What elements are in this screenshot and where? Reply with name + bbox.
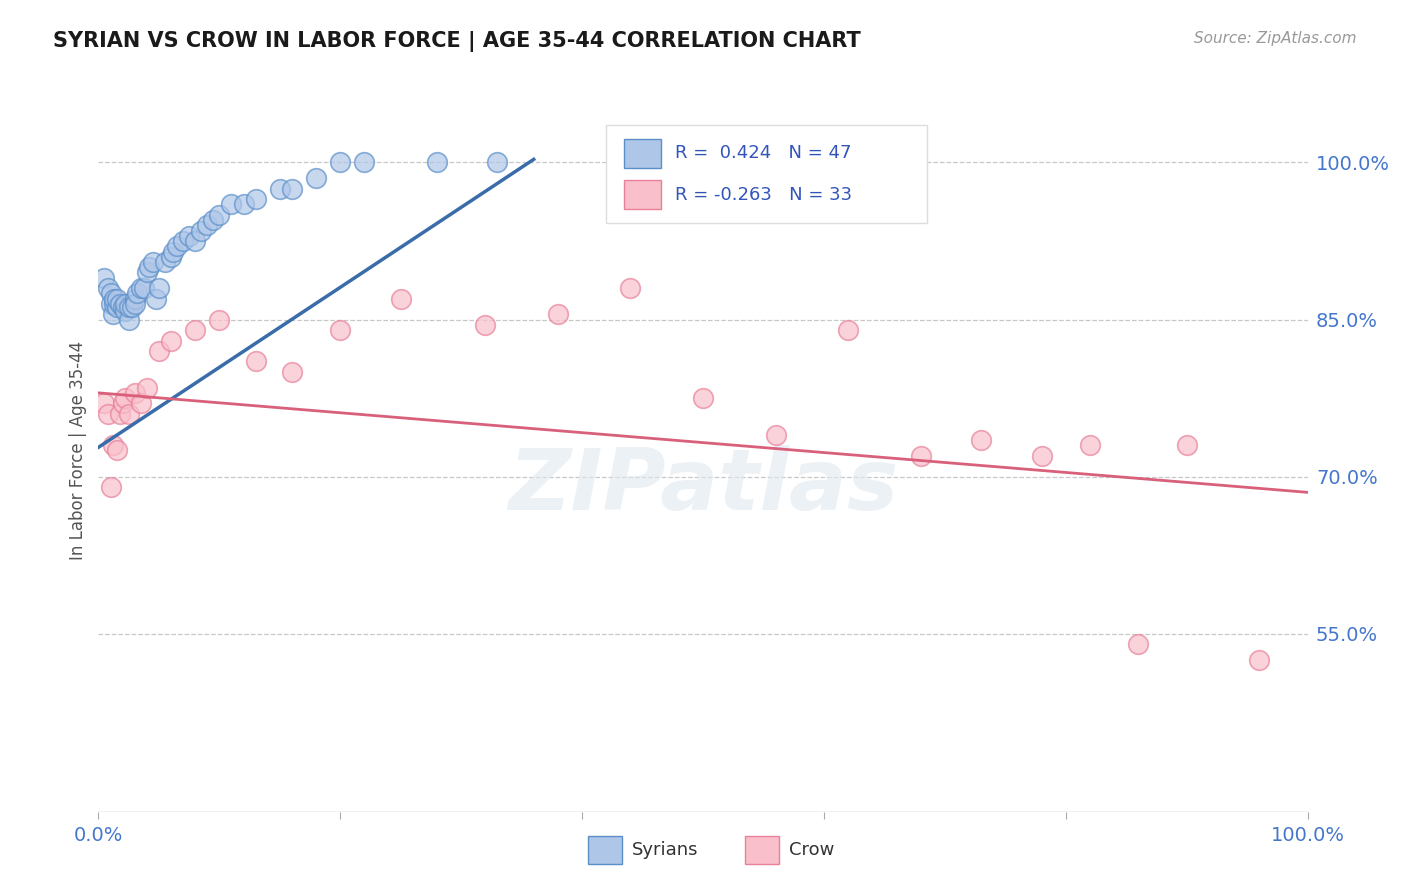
- Point: [118, 300, 141, 314]
- Point: [97, 281, 120, 295]
- Point: [208, 312, 231, 326]
- Point: [97, 407, 120, 421]
- Point: [426, 155, 449, 169]
- Point: [232, 197, 254, 211]
- Point: [134, 281, 156, 295]
- Point: [221, 197, 243, 211]
- Point: [162, 244, 184, 259]
- Point: [93, 396, 115, 410]
- Point: [486, 155, 509, 169]
- Point: [105, 300, 128, 314]
- Point: [245, 354, 267, 368]
- Point: [837, 323, 859, 337]
- Point: [281, 182, 304, 196]
- Point: [765, 427, 787, 442]
- Point: [114, 391, 136, 405]
- Point: [172, 234, 194, 248]
- Point: [619, 281, 641, 295]
- Point: [105, 292, 128, 306]
- Point: [118, 312, 141, 326]
- Point: [135, 381, 157, 395]
- Point: [184, 234, 207, 248]
- Text: Syrians: Syrians: [631, 841, 699, 859]
- Point: [100, 286, 122, 301]
- Point: [103, 297, 125, 311]
- Point: [195, 219, 218, 233]
- Point: [305, 171, 328, 186]
- Point: [101, 307, 124, 321]
- Point: [124, 385, 146, 400]
- FancyBboxPatch shape: [745, 837, 779, 863]
- Point: [100, 297, 122, 311]
- Point: [1078, 438, 1101, 452]
- Point: [910, 449, 932, 463]
- Point: [281, 365, 304, 379]
- Point: [1031, 449, 1053, 463]
- Text: Crow: Crow: [789, 841, 834, 859]
- Text: R =  0.424   N = 47: R = 0.424 N = 47: [675, 145, 852, 162]
- Text: ZIPatlas: ZIPatlas: [508, 445, 898, 528]
- Point: [108, 297, 131, 311]
- Point: [329, 323, 352, 337]
- Point: [142, 255, 165, 269]
- Point: [148, 343, 170, 358]
- FancyBboxPatch shape: [606, 126, 927, 223]
- Point: [105, 443, 128, 458]
- FancyBboxPatch shape: [624, 180, 661, 210]
- FancyBboxPatch shape: [624, 139, 661, 168]
- Point: [160, 250, 183, 264]
- Point: [184, 323, 207, 337]
- Point: [129, 281, 152, 295]
- Point: [1128, 637, 1150, 651]
- Point: [970, 433, 993, 447]
- Y-axis label: In Labor Force | Age 35-44: In Labor Force | Age 35-44: [69, 341, 87, 560]
- Point: [547, 307, 569, 321]
- Point: [208, 208, 231, 222]
- Text: R = -0.263   N = 33: R = -0.263 N = 33: [675, 186, 852, 204]
- Point: [111, 300, 134, 314]
- Text: Source: ZipAtlas.com: Source: ZipAtlas.com: [1194, 31, 1357, 46]
- Point: [101, 438, 124, 452]
- Point: [353, 155, 375, 169]
- Point: [93, 270, 115, 285]
- Text: SYRIAN VS CROW IN LABOR FORCE | AGE 35-44 CORRELATION CHART: SYRIAN VS CROW IN LABOR FORCE | AGE 35-4…: [53, 31, 862, 53]
- Point: [103, 292, 125, 306]
- Point: [190, 223, 212, 237]
- Point: [108, 407, 131, 421]
- Point: [329, 155, 352, 169]
- Point: [179, 228, 201, 243]
- Point: [145, 292, 167, 306]
- Point: [100, 480, 122, 494]
- Point: [202, 213, 225, 227]
- Point: [114, 297, 136, 311]
- Point: [127, 286, 149, 301]
- Point: [129, 396, 152, 410]
- Point: [474, 318, 496, 332]
- Point: [245, 192, 267, 206]
- Point: [124, 297, 146, 311]
- Point: [153, 255, 176, 269]
- Point: [269, 182, 291, 196]
- Point: [111, 396, 134, 410]
- Point: [124, 292, 146, 306]
- Point: [1175, 438, 1198, 452]
- Point: [135, 265, 157, 279]
- Point: [692, 391, 714, 405]
- FancyBboxPatch shape: [588, 837, 621, 863]
- Point: [121, 300, 143, 314]
- Point: [138, 260, 160, 275]
- Point: [118, 407, 141, 421]
- Point: [166, 239, 188, 253]
- Point: [114, 304, 136, 318]
- Point: [1249, 653, 1271, 667]
- Point: [148, 281, 170, 295]
- Point: [389, 292, 412, 306]
- Point: [160, 334, 183, 348]
